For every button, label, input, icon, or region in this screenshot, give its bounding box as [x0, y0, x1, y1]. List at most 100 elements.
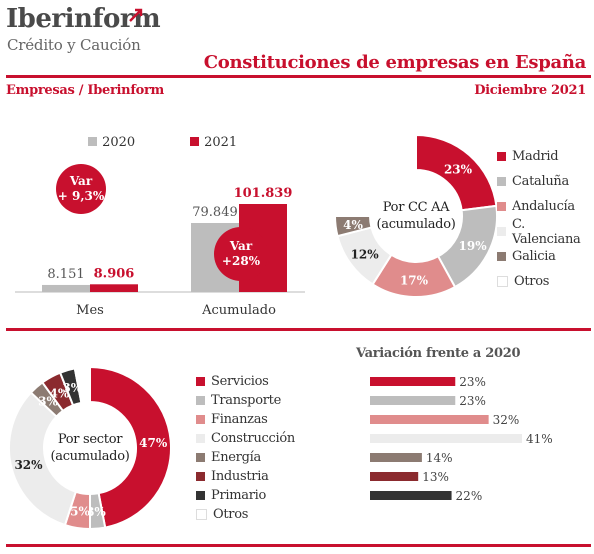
bar-mes-2021 — [90, 284, 138, 292]
var-bubble-acumulado: Var +28% — [214, 227, 268, 281]
variation-bar-5 — [370, 472, 419, 481]
variation-bar-1 — [370, 396, 456, 405]
variation-bar-label-5: 13% — [422, 470, 449, 484]
ccaa-legend-item-1: Cataluña — [497, 169, 594, 194]
divider-bottom — [6, 544, 591, 547]
var-acum-line2: +28% — [221, 254, 261, 268]
legend-2020: 2020 — [88, 131, 135, 150]
bar-value-mes-2021: 8.906 — [94, 266, 135, 281]
sector-legend-swatch-7 — [196, 509, 207, 520]
source-label: Empresas / Iberinform — [6, 83, 164, 98]
ccaa-legend-label-3: C. Valenciana — [512, 216, 581, 247]
var-acum-line1: Var — [229, 239, 253, 253]
bar-value-acumulado-2021: 101.839 — [234, 186, 293, 201]
sector-legend-label-6: Primario — [211, 488, 266, 503]
donut-ccaa-center-line2: (acumulado) — [376, 217, 456, 232]
sector-legend-item-2: Finanzas — [196, 410, 295, 429]
sector-legend-swatch-5 — [196, 472, 205, 481]
variation-bar-2 — [370, 415, 489, 424]
ccaa-legend-label-4: Galicia — [512, 249, 556, 264]
sector-legend-label-2: Finanzas — [211, 412, 268, 427]
donut-ccaa-center: Por CC AA (acumulado) — [369, 199, 463, 233]
ccaa-legend-label-5: Otros — [514, 274, 550, 289]
donut-sector-center-line2: (acumulado) — [50, 449, 130, 464]
ccaa-slice-label-2: 17% — [400, 273, 429, 287]
category-label-acumulado: Acumulado — [201, 303, 276, 318]
category-label-mes: Mes — [76, 303, 104, 318]
sector-legend-item-1: Transporte — [196, 391, 295, 410]
sector-slice-7 — [73, 365, 91, 404]
sector-legend-item-7: Otros — [196, 505, 295, 524]
donut-sector: 47%3%5%32%3%4%3% — [8, 365, 172, 531]
bar-mes-2020 — [42, 284, 90, 292]
sector-legend-swatch-4 — [196, 453, 205, 462]
sector-slice-label-1: 3% — [86, 505, 106, 519]
variation-bar-6 — [370, 491, 452, 500]
ccaa-legend-label-0: Madrid — [512, 149, 559, 164]
sector-legend-swatch-3 — [196, 434, 205, 443]
ccaa-legend-item-5: Otros — [497, 269, 594, 294]
ccaa-legend-swatch-1 — [497, 177, 506, 186]
legend-2021-label: 2021 — [204, 135, 238, 150]
donut-ccaa-center-line1: Por CC AA — [382, 200, 450, 215]
sector-legend-swatch-1 — [196, 396, 205, 405]
sector-legend-label-7: Otros — [213, 507, 249, 522]
donut-sector-center-line1: Por sector — [57, 432, 123, 447]
var-mes-line1: Var — [69, 174, 93, 188]
ccaa-legend-swatch-5 — [497, 276, 508, 287]
ccaa-legend-swatch-2 — [497, 202, 506, 211]
sector-legend-item-5: Industria — [196, 467, 295, 486]
sector-legend-label-4: Energía — [211, 450, 261, 465]
legend-2021-swatch — [190, 137, 199, 146]
ccaa-legend-swatch-0 — [497, 152, 506, 161]
sector-legend-label-1: Transporte — [211, 393, 281, 408]
sector-slice-label-0: 47% — [139, 436, 168, 450]
sector-legend-swatch-0 — [196, 377, 205, 386]
donut-ccaa: 23% 19% 17% 12% 4% — [333, 133, 498, 298]
variation-bar-4 — [370, 453, 422, 462]
ccaa-legend-label-1: Cataluña — [512, 174, 569, 189]
brand-logo: Iberinform — [6, 4, 161, 34]
donut-sector-center: Por sector (acumulado) — [43, 431, 137, 465]
page-title: Constituciones de empresas en España — [203, 52, 587, 73]
sector-legend-item-3: Construcción — [196, 429, 295, 448]
legend-sector: Servicios Transporte Finanzas Construcción E… — [196, 372, 295, 524]
ccaa-slice-label-3: 12% — [351, 247, 380, 261]
sector-legend-swatch-6 — [196, 491, 205, 500]
variation-bar-label-3: 41% — [526, 432, 553, 446]
variation-bar-3 — [370, 434, 522, 443]
ccaa-slice-5 — [333, 133, 417, 217]
divider-middle — [6, 328, 591, 331]
variation-bar-label-6: 22% — [456, 489, 483, 503]
brand-tagline: Crédito y Caución — [7, 36, 141, 54]
variation-bar-label-4: 14% — [426, 451, 453, 465]
bar-value-mes-2020: 8.151 — [47, 267, 84, 282]
date-label: Diciembre 2021 — [474, 83, 586, 98]
var-bubble-mes: Var + 9,3% — [56, 164, 106, 214]
variation-bar-label-2: 32% — [493, 413, 520, 427]
variation-chart-title: Variación frente a 2020 — [356, 346, 521, 361]
variation-bar-0 — [370, 377, 456, 386]
sector-legend-label-5: Industria — [211, 469, 269, 484]
sector-slice-label-5: 4% — [50, 386, 70, 400]
sector-slice-0 — [89, 365, 172, 529]
legend-2020-label: 2020 — [102, 135, 136, 150]
variation-bar-chart: 23% 23% 32% 41% 14% 13% 22% — [370, 375, 553, 503]
sector-slice-label-2: 5% — [70, 505, 90, 519]
ccaa-slice-label-4: 4% — [343, 218, 363, 232]
ccaa-legend-item-4: Galicia — [497, 244, 594, 269]
ccaa-legend-item-0: Madrid — [497, 144, 594, 169]
ccaa-legend-item-2: Andalucía — [497, 194, 594, 219]
var-mes-line2: + 9,3% — [57, 189, 105, 203]
sector-slice-3 — [8, 391, 78, 527]
sector-legend-label-3: Construcción — [211, 431, 295, 446]
sector-legend-item-0: Servicios — [196, 372, 295, 391]
bar-value-acumulado-2020: 79.849 — [192, 205, 238, 220]
divider-top — [6, 75, 591, 78]
ccaa-legend-item-3: C. Valenciana — [497, 216, 594, 247]
ccaa-legend-label-2: Andalucía — [512, 199, 575, 214]
sector-legend-label-0: Servicios — [211, 374, 269, 389]
ccaa-slice-label-1: 19% — [459, 239, 488, 253]
ccaa-slice-label-0: 23% — [444, 162, 473, 176]
legend-2020-swatch — [88, 137, 97, 146]
